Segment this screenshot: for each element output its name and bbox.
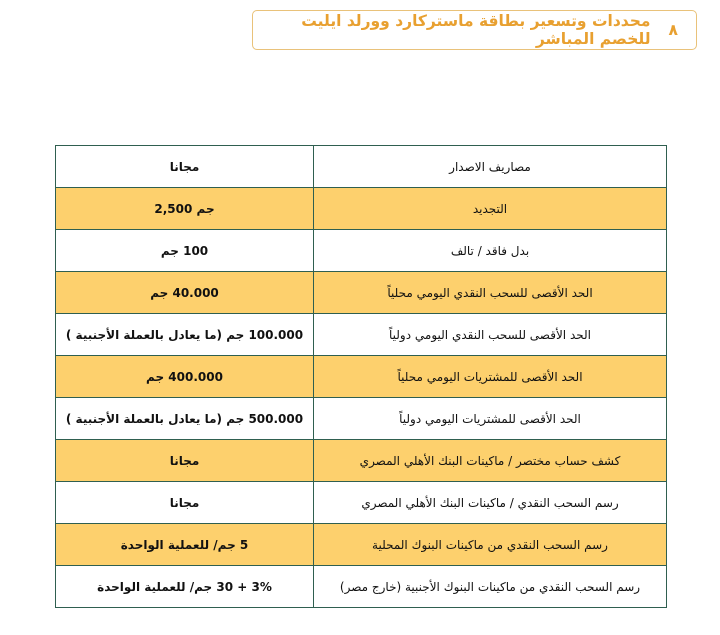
table-row: الحد الأقصى للسحب النقدي اليومي دولياً 10… bbox=[55, 313, 667, 356]
pricing-table: مصاريف الاصدار مجانا التجديد جم 2,500 بدل فا… bbox=[55, 145, 667, 608]
table-row: بدل فاقد / تالف 100 جم bbox=[55, 229, 667, 272]
row-value: 3% + 30 جم/ للعملية الواحدة bbox=[55, 565, 314, 608]
section-heading[interactable]: ٨ محددات وتسعير بطاقة ماستركارد وورلد اي… bbox=[252, 10, 697, 50]
row-value: مجانا bbox=[55, 145, 314, 188]
row-value: 400.000 جم bbox=[55, 355, 314, 398]
row-label: الحد الأقصى للسحب النقدي اليومي دولياً bbox=[313, 313, 667, 356]
row-label: رسم السحب النقدي من ماكينات البنوك الأجن… bbox=[313, 565, 667, 608]
row-label: بدل فاقد / تالف bbox=[313, 229, 667, 272]
row-label: الحد الأقصى للمشتريات اليومي دولياً bbox=[313, 397, 667, 440]
row-value: جم 2,500 bbox=[55, 187, 314, 230]
row-label: رسم السحب النقدي / ماكينات البنك الأهلي … bbox=[313, 481, 667, 524]
row-value: 500.000 جم (ما يعادل بالعملة الأجنبية ) bbox=[55, 397, 314, 440]
table-row: رسم السحب النقدي / ماكينات البنك الأهلي … bbox=[55, 481, 667, 524]
row-value: 100 جم bbox=[55, 229, 314, 272]
row-value: مجانا bbox=[55, 439, 314, 482]
row-value: مجانا bbox=[55, 481, 314, 524]
row-label: مصاريف الاصدار bbox=[313, 145, 667, 188]
row-label: كشف حساب مختصر / ماكينات البنك الأهلي ال… bbox=[313, 439, 667, 482]
section-number: ٨ bbox=[668, 21, 678, 39]
table-row: التجديد جم 2,500 bbox=[55, 187, 667, 230]
table-row: رسم السحب النقدي من ماكينات البنوك المحل… bbox=[55, 523, 667, 566]
table-row: الحد الأقصى للمشتريات اليومي محلياً 400.0… bbox=[55, 355, 667, 398]
row-label: الحد الأقصى للسحب النقدي اليومي محلياً bbox=[313, 271, 667, 314]
row-label: رسم السحب النقدي من ماكينات البنوك المحل… bbox=[313, 523, 667, 566]
row-value: 5 جم/ للعملية الواحدة bbox=[55, 523, 314, 566]
table-row: رسم السحب النقدي من ماكينات البنوك الأجن… bbox=[55, 565, 667, 608]
row-label: التجديد bbox=[313, 187, 667, 230]
table-row: الحد الأقصى للسحب النقدي اليومي محلياً 40… bbox=[55, 271, 667, 314]
table-row: كشف حساب مختصر / ماكينات البنك الأهلي ال… bbox=[55, 439, 667, 482]
table-row: مصاريف الاصدار مجانا bbox=[55, 145, 667, 188]
row-label: الحد الأقصى للمشتريات اليومي محلياً bbox=[313, 355, 667, 398]
section-title: محددات وتسعير بطاقة ماستركارد وورلد ايلي… bbox=[301, 12, 651, 48]
table-row: الحد الأقصى للمشتريات اليومي دولياً 500.0… bbox=[55, 397, 667, 440]
row-value: 100.000 جم (ما يعادل بالعملة الأجنبية ) bbox=[55, 313, 314, 356]
row-value: 40.000 جم bbox=[55, 271, 314, 314]
